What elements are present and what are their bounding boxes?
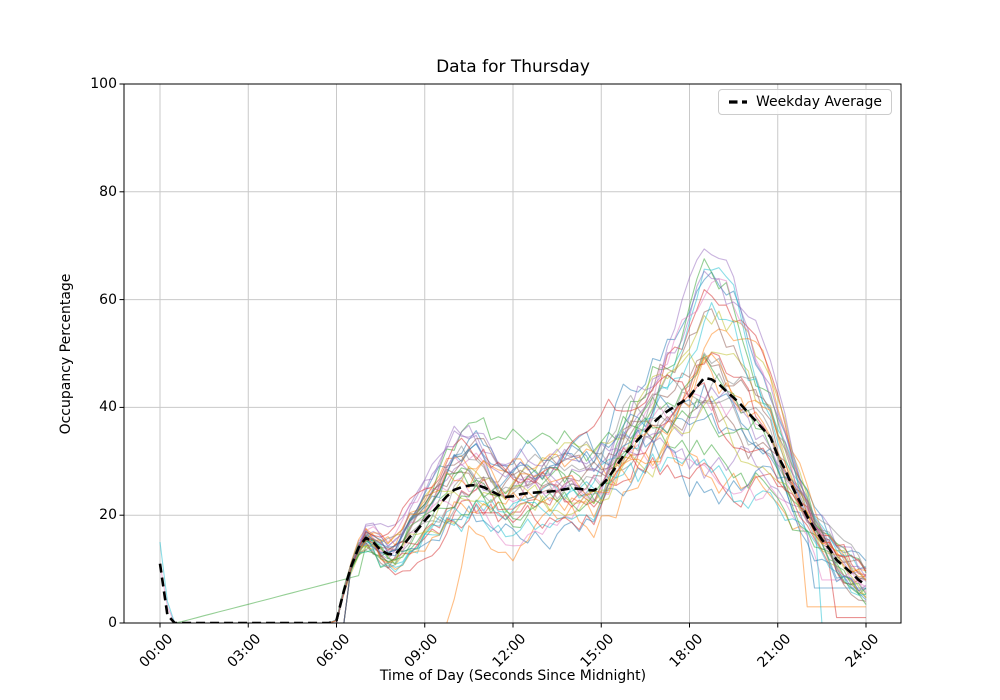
day-line	[160, 400, 867, 623]
y-axis-label: Occupancy Percentage	[58, 273, 74, 435]
day-line	[160, 271, 867, 623]
y-tick-label: 80	[99, 183, 117, 200]
day-line	[160, 357, 867, 623]
weekday-average-polyline	[158, 376, 867, 623]
day-line	[160, 278, 867, 623]
day-line	[160, 386, 867, 623]
chart-title: Data for Thursday	[436, 57, 590, 77]
y-tick-label: 20	[99, 507, 117, 524]
day-line	[159, 267, 867, 623]
day-line	[160, 395, 867, 623]
day-line	[160, 270, 867, 623]
y-tick-label: 60	[99, 291, 117, 308]
y-tick-label: 0	[108, 615, 117, 631]
day-line	[160, 415, 867, 623]
day-line	[160, 354, 867, 623]
day-line	[160, 356, 867, 623]
grid-lines	[124, 83, 901, 624]
legend: Weekday Average	[718, 89, 892, 115]
weekday-average-line	[158, 376, 867, 623]
day-line	[160, 289, 867, 623]
day-line	[160, 374, 867, 623]
y-tick-label: 100	[90, 76, 117, 92]
day-lines	[159, 248, 867, 623]
legend-label: Weekday Average	[755, 94, 882, 110]
dashed-line-sample	[729, 100, 747, 104]
day-line	[160, 258, 867, 623]
day-line	[160, 353, 867, 623]
day-line	[160, 352, 867, 623]
day-line	[160, 425, 867, 623]
day-line	[160, 412, 866, 623]
x-axis-label: Time of Day (Seconds Since Midnight)	[379, 668, 647, 684]
axes-spines	[123, 83, 902, 624]
day-line	[160, 328, 867, 623]
day-line	[160, 453, 867, 623]
day-line	[160, 302, 866, 623]
day-line	[160, 398, 867, 623]
y-tick-label: 40	[99, 399, 117, 416]
day-line	[160, 351, 867, 623]
tick-marks	[119, 83, 867, 628]
